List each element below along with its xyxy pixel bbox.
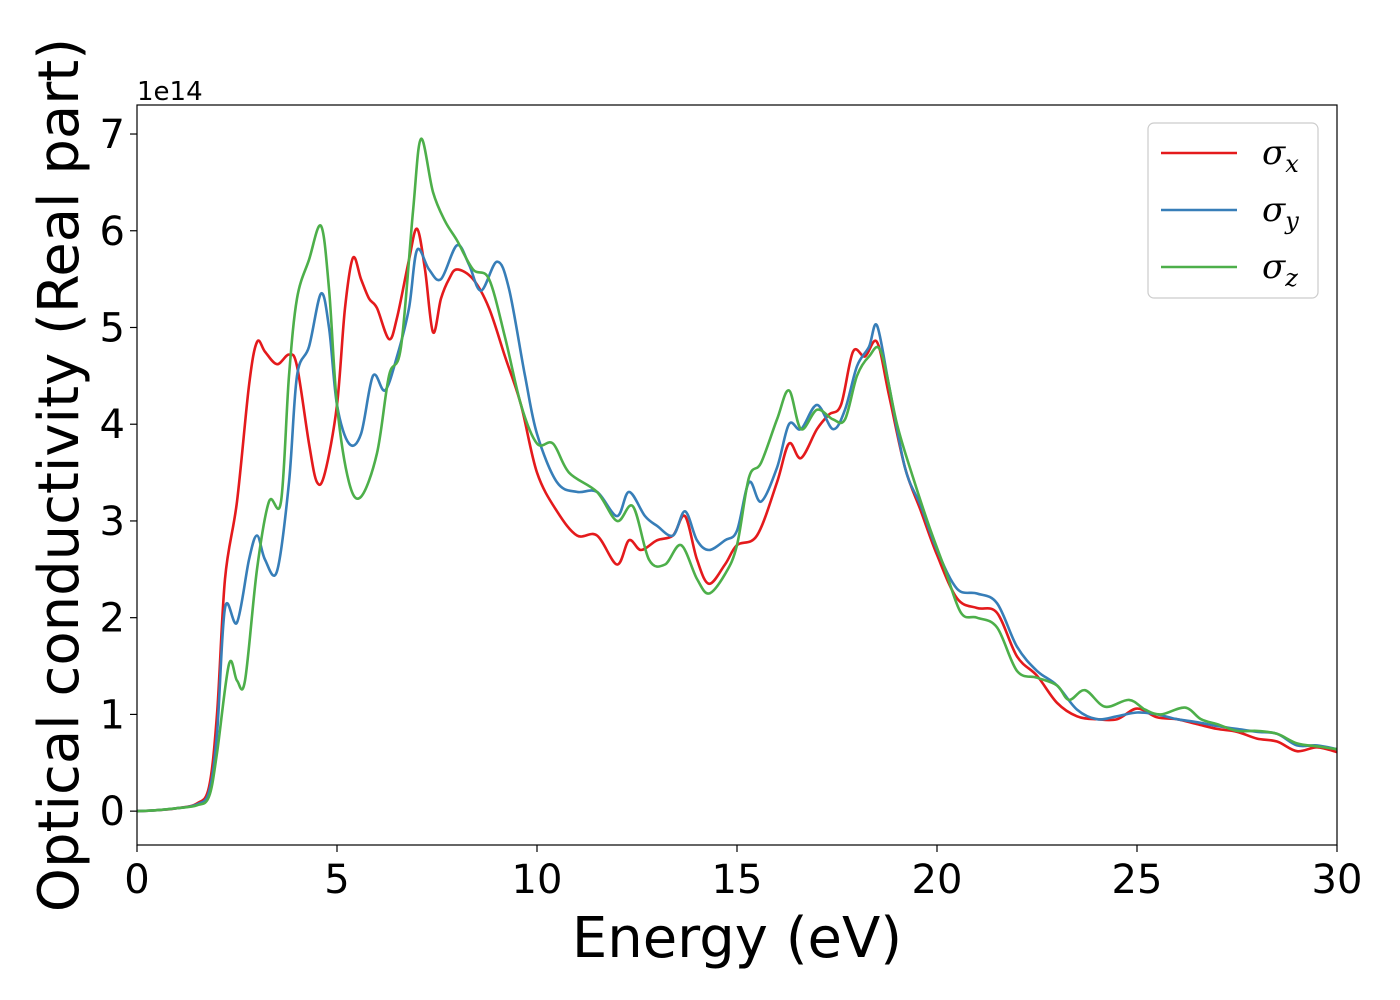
series-lines [136, 137, 1338, 813]
series-line-x [136, 227, 1338, 813]
x-axis-label: Energy (eV) [572, 906, 902, 971]
x-tick-label: 30 [1312, 857, 1363, 903]
y-tick-label: 2 [100, 596, 125, 642]
x-axis-ticks: 0 5 10 15 20 25 30 [124, 845, 1362, 903]
y-tick-label: 0 [100, 789, 125, 835]
y-tick-label: 1 [100, 692, 125, 738]
y-axis-label: Optical conductivity (Real part) [27, 38, 92, 912]
x-tick-label: 10 [512, 857, 563, 903]
x-tick-label: 20 [912, 857, 963, 903]
x-tick-label: 5 [324, 857, 349, 903]
x-tick-label: 15 [712, 857, 763, 903]
y-tick-label: 7 [100, 112, 125, 158]
series-line-z [136, 137, 1338, 813]
y-offset-label: 1e14 [137, 77, 203, 107]
x-tick-label: 0 [124, 857, 149, 903]
y-tick-label: 3 [100, 499, 125, 545]
y-tick-label: 6 [100, 209, 125, 255]
series-line-y [136, 243, 1338, 813]
x-tick-label: 25 [1112, 857, 1163, 903]
y-tick-label: 5 [100, 305, 125, 351]
y-tick-label: 4 [100, 402, 125, 448]
y-axis-ticks: 0 1 2 3 4 5 6 7 [100, 112, 137, 835]
